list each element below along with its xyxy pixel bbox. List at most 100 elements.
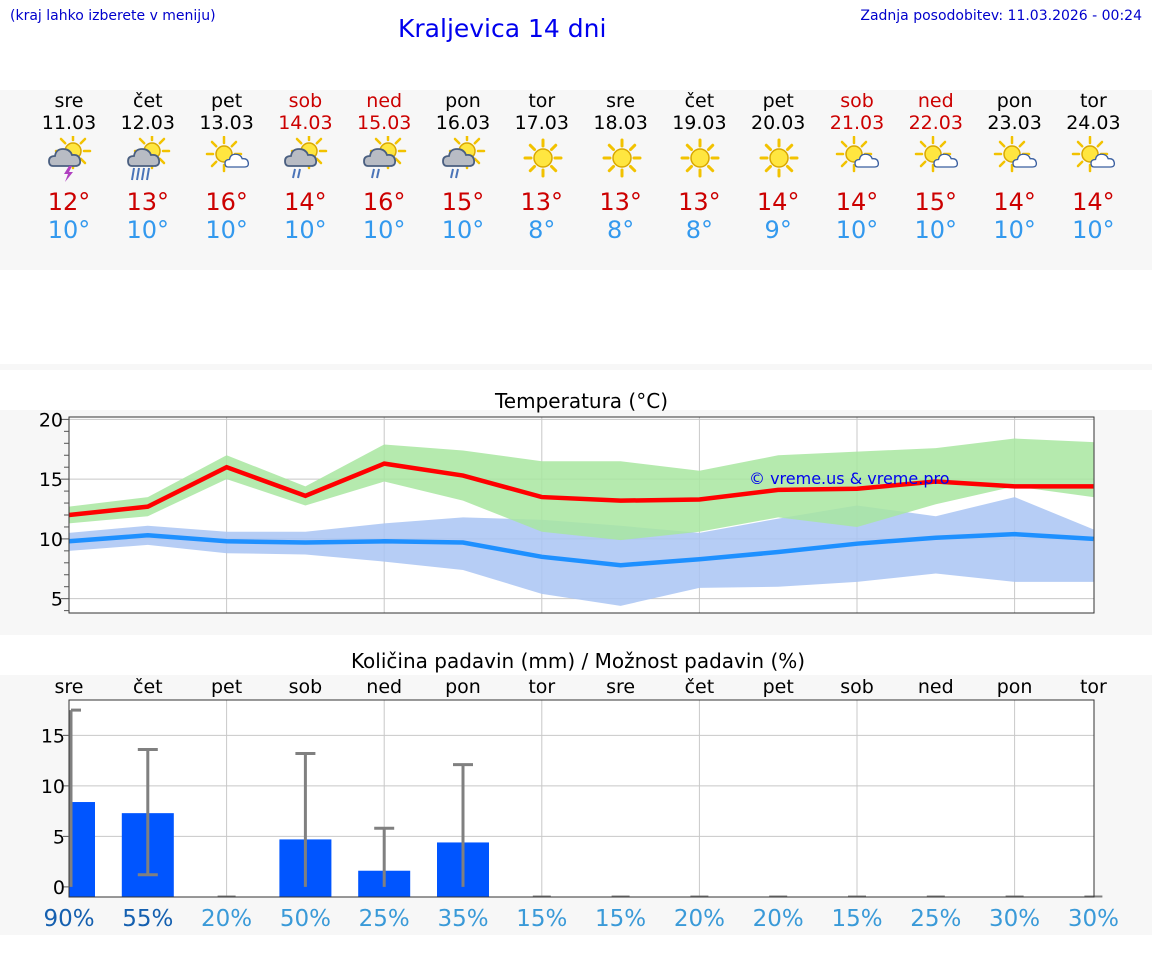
header-note: (kraj lahko izberete v meniju): [10, 8, 216, 24]
sun-cloud-icon: [993, 135, 1039, 182]
day-name: pet: [762, 90, 794, 112]
day-date: 19.03: [672, 112, 727, 134]
min-temp: 10°: [362, 216, 406, 244]
y-tick-label: 15: [41, 725, 65, 747]
min-temp: 10°: [914, 216, 958, 244]
y-tick-label: 0: [53, 877, 65, 899]
y-tick-label: 20: [39, 409, 63, 431]
day-date: 17.03: [514, 112, 569, 134]
last-update: Zadnja posodobitev: 11.03.2026 - 00:24: [860, 8, 1142, 24]
max-temp: 15°: [914, 188, 958, 216]
max-temp: 16°: [362, 188, 406, 216]
day-date: 22.03: [908, 112, 963, 134]
temperature-chart: Temperatura (°C) 5 10 15 20 © vreme.us & vrem…: [39, 389, 1095, 614]
sun-cloud-rain-icon: [126, 132, 172, 182]
max-temp: 16°: [205, 188, 248, 216]
min-temp: 10°: [835, 216, 879, 244]
precip-chance-label: 20%: [753, 906, 804, 932]
day-date: 24.03: [1066, 112, 1121, 134]
category-label: čet: [133, 676, 163, 698]
day-name: sob: [288, 90, 323, 112]
min-temp: 8°: [685, 216, 714, 244]
max-range-band: [69, 438, 1094, 541]
day-name: ned: [917, 90, 954, 112]
category-label: sob: [840, 676, 874, 698]
sun-cloud-icon: [914, 135, 960, 182]
sun-icon: [677, 136, 723, 182]
day-date: 20.03: [750, 112, 806, 134]
precip-chance-label: 25%: [359, 906, 410, 932]
day-date: 16.03: [435, 112, 491, 134]
min-temp: 10°: [1072, 216, 1115, 244]
day-name: sre: [54, 90, 84, 112]
day-name: ned: [366, 90, 403, 112]
precip-chance-label: 25%: [910, 906, 961, 932]
max-temp: 14°: [284, 188, 327, 216]
sun-icon: [520, 136, 566, 182]
min-temp: 8°: [528, 216, 556, 244]
day-date: 23.03: [987, 112, 1042, 134]
precip-chance-label: 90%: [43, 906, 94, 932]
day-date: 14.03: [278, 112, 333, 134]
category-label: pet: [211, 676, 242, 698]
min-temp: 8°: [606, 216, 635, 244]
watermark: © vreme.us & vreme.pro: [749, 469, 950, 488]
precip-chance-label: 55%: [122, 906, 173, 932]
precip-chance-label: 20%: [674, 906, 725, 932]
y-tick-label: 5: [51, 589, 63, 611]
category-label: sre: [55, 676, 84, 698]
daily-forecast-band: [0, 90, 1152, 270]
sun-icon: [599, 136, 645, 182]
precip-chance-label: 15%: [831, 906, 882, 932]
sun-cloud-drizzle-icon: [283, 132, 329, 182]
y-tick-label: 10: [41, 776, 65, 798]
category-label: pon: [997, 676, 1033, 698]
min-temp: 10°: [284, 216, 327, 244]
day-name: pon: [445, 90, 481, 112]
day-date: 18.03: [593, 112, 648, 134]
sun-cloud-thunder-icon: [47, 132, 93, 182]
day-name: pet: [210, 90, 243, 112]
precip-chance-label: 30%: [989, 906, 1040, 932]
precip-chance-label: 50%: [280, 906, 331, 932]
day-date: 12.03: [120, 112, 175, 134]
min-temp: 10°: [205, 216, 248, 244]
category-label: tor: [1080, 676, 1107, 698]
max-temp: 13°: [599, 188, 642, 216]
daily-forecast: sre 11.03 12° 10° čet 12.03 13° 10° pet 13.03 16° 1…: [0, 90, 1152, 260]
max-temp: 13°: [678, 188, 721, 216]
category-label: pon: [445, 676, 481, 698]
max-temp: 13°: [126, 188, 170, 216]
max-temp: 14°: [835, 188, 879, 216]
min-temp: 10°: [441, 216, 485, 244]
sun-cloud-drizzle-icon: [441, 132, 487, 182]
y-tick-label: 5: [53, 826, 65, 848]
sun-cloud-icon: [835, 135, 881, 182]
plot-frame: [68, 699, 1095, 898]
sun-cloud-icon: [1071, 135, 1117, 182]
max-temp: 14°: [756, 188, 800, 216]
day-name: tor: [528, 90, 556, 112]
min-temp: 10°: [47, 216, 91, 244]
category-label: sre: [606, 676, 635, 698]
min-temp-line: [68, 531, 1094, 568]
category-label: ned: [918, 676, 954, 698]
chart-title: Temperatura (°C): [494, 389, 668, 413]
day-name: pon: [996, 90, 1033, 112]
day-date: 13.03: [199, 112, 254, 134]
sun-cloud-icon: [205, 135, 251, 182]
precip-chance-label: 15%: [516, 906, 567, 932]
day-name: tor: [1079, 90, 1107, 112]
day-name: čet: [133, 90, 163, 112]
category-label: tor: [528, 676, 555, 698]
precip-bar: [69, 802, 95, 897]
precip-chance-label: 20%: [201, 906, 252, 932]
min-temp: 10°: [993, 216, 1036, 244]
day-date: 15.03: [356, 112, 412, 134]
precip-chance-label: 30%: [1068, 906, 1119, 932]
day-name: čet: [684, 90, 715, 112]
day-date: 21.03: [829, 112, 885, 134]
day-date: 11.03: [41, 112, 97, 134]
y-tick-label: 10: [39, 529, 63, 551]
category-label: ned: [366, 676, 402, 698]
